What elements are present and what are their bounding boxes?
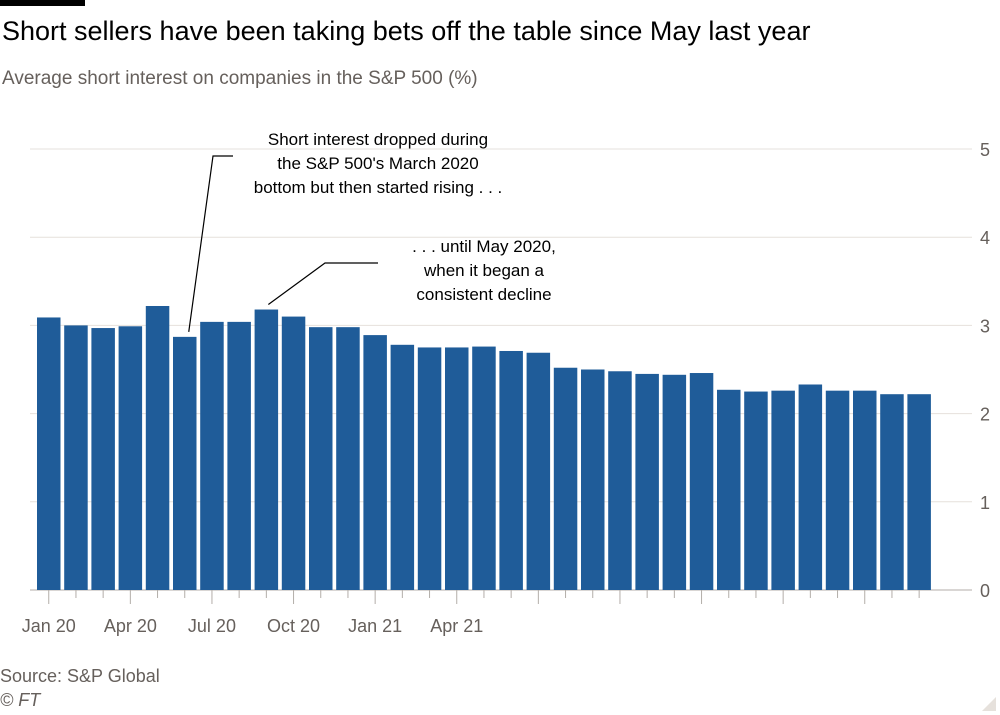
x-tick-label: Apr 21 <box>430 616 483 636</box>
y-tick-label: 2 <box>980 405 990 425</box>
bar <box>281 316 306 590</box>
bar <box>309 327 333 590</box>
y-tick-label: 5 <box>980 140 990 160</box>
annotation-text: . . . until May 2020, <box>412 237 556 256</box>
bar <box>526 352 551 590</box>
chart-title: Short sellers have been taking bets off … <box>2 16 811 46</box>
bar <box>37 317 61 590</box>
y-tick-label: 1 <box>980 493 990 513</box>
bar <box>608 371 632 590</box>
x-tick-label: Jul 20 <box>188 616 236 636</box>
bar <box>771 390 795 590</box>
source-note: Source: S&P Global <box>0 666 160 686</box>
annotation-leader-line <box>267 262 378 306</box>
annotation-text: bottom but then started rising . . . <box>254 178 503 197</box>
bar <box>390 344 415 590</box>
annotation-text: Short interest dropped during <box>268 130 488 149</box>
y-tick-label: 3 <box>980 316 990 336</box>
bar <box>254 309 279 590</box>
bar-chart: 0 1 2 3 4 5 Jan 20 Apr 20 Jul 20 Oct 20 Jan 21 Apr … <box>22 130 990 636</box>
x-tick-label: Jan 21 <box>348 616 402 636</box>
annotation-text: consistent decline <box>416 285 551 304</box>
bar <box>635 373 659 590</box>
bar <box>581 369 605 590</box>
bar <box>145 305 170 590</box>
y-tick-label: 0 <box>980 581 990 601</box>
bar <box>173 336 197 590</box>
bar <box>907 394 931 590</box>
bar <box>717 389 741 590</box>
bar <box>200 321 224 590</box>
bar <box>64 325 88 590</box>
bar <box>445 347 469 590</box>
bar <box>91 328 115 590</box>
y-tick-label: 4 <box>980 228 990 248</box>
x-tick-label: Oct 20 <box>267 616 320 636</box>
annotation-leader-line <box>188 155 233 332</box>
copyright-credit: © FT <box>0 690 41 710</box>
bar <box>553 367 578 590</box>
resize-corner-icon <box>982 697 996 711</box>
bar <box>853 390 877 590</box>
annotation-text: the S&P 500's March 2020 <box>277 154 478 173</box>
bar <box>336 327 360 590</box>
bar <box>227 321 251 590</box>
ft-brand-bar <box>0 0 85 6</box>
bar <box>417 347 442 590</box>
bar <box>798 384 823 590</box>
chart-subtitle: Average short interest on companies in t… <box>2 68 478 89</box>
bar <box>825 390 850 590</box>
bar <box>363 335 387 590</box>
x-tick-label: Jan 20 <box>22 616 76 636</box>
bar <box>689 373 714 590</box>
bar <box>472 346 496 590</box>
annotation-text: when it began a <box>423 261 545 280</box>
bar <box>744 391 768 590</box>
bar <box>499 350 523 590</box>
bar <box>118 326 143 590</box>
x-tick-label: Apr 20 <box>104 616 157 636</box>
bar <box>662 374 687 590</box>
bar <box>880 394 904 590</box>
